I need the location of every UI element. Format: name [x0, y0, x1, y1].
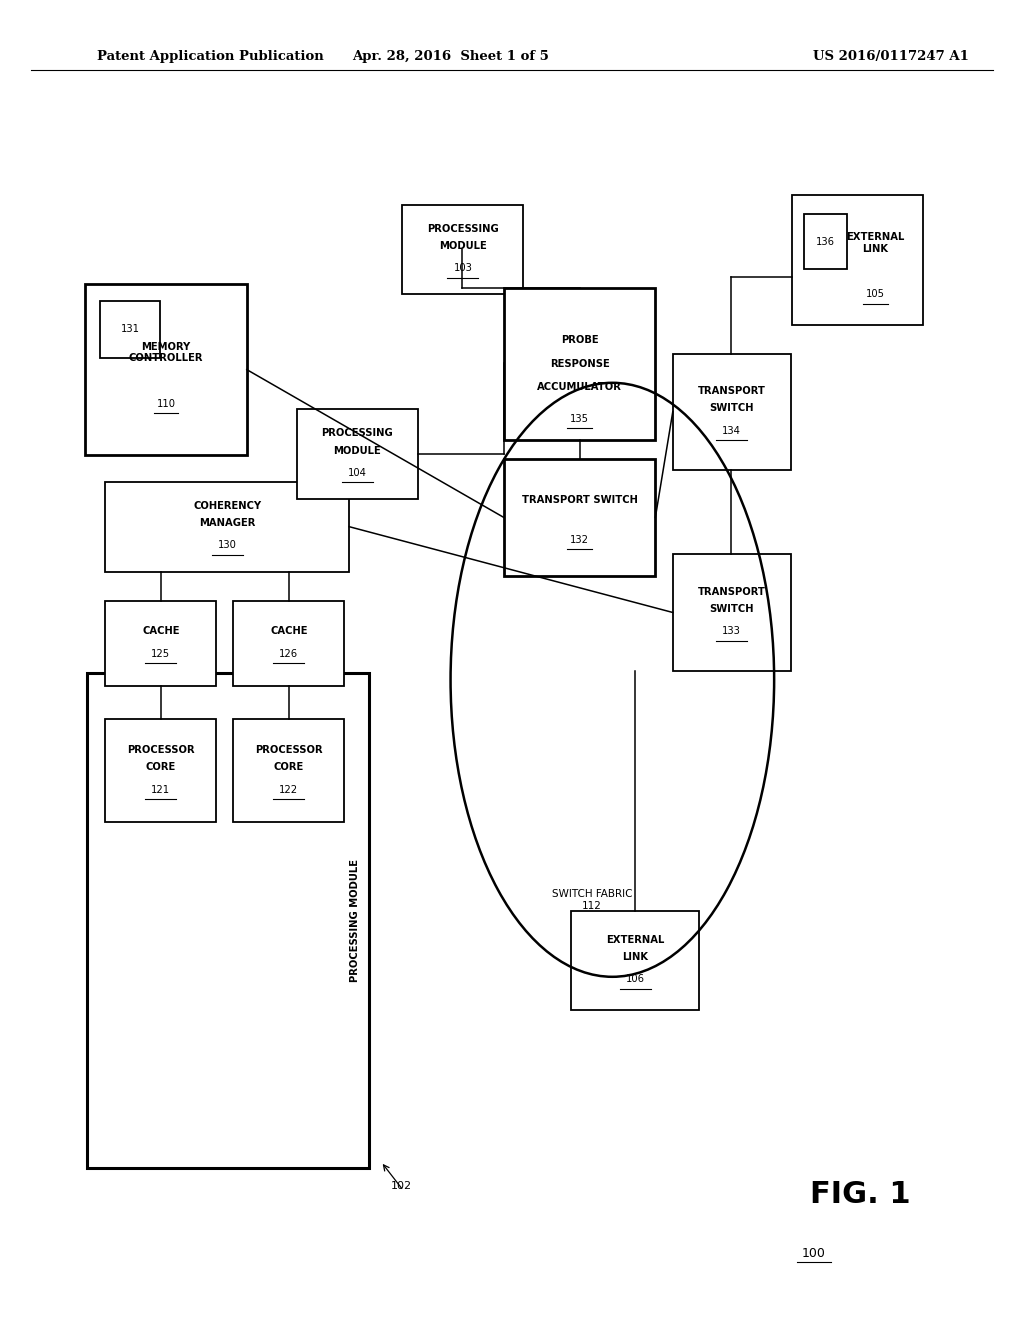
Text: EXTERNAL
LINK: EXTERNAL LINK	[846, 232, 905, 253]
Bar	[804, 214, 847, 269]
Bar	[297, 409, 418, 499]
Bar	[105, 482, 349, 572]
Bar	[504, 288, 655, 440]
Text: 131: 131	[121, 325, 139, 334]
Text: PROCESSING: PROCESSING	[427, 224, 499, 234]
Text: 133: 133	[722, 626, 741, 636]
Text: 121: 121	[152, 784, 170, 795]
Text: 104: 104	[348, 467, 367, 478]
Bar	[100, 301, 160, 358]
Text: 106: 106	[626, 974, 645, 983]
Text: PROCESSOR: PROCESSOR	[127, 746, 195, 755]
Text: Patent Application Publication: Patent Application Publication	[97, 50, 324, 63]
Text: MEMORY
CONTROLLER: MEMORY CONTROLLER	[129, 342, 203, 363]
Text: Apr. 28, 2016  Sheet 1 of 5: Apr. 28, 2016 Sheet 1 of 5	[352, 50, 549, 63]
Text: CACHE: CACHE	[142, 627, 179, 636]
Text: MODULE: MODULE	[334, 446, 381, 455]
Bar	[571, 911, 699, 1010]
Text: TRANSPORT: TRANSPORT	[697, 387, 766, 396]
Text: FIG. 1: FIG. 1	[810, 1180, 910, 1209]
Text: TRANSPORT: TRANSPORT	[697, 587, 766, 597]
Text: 135: 135	[570, 414, 589, 424]
Text: 132: 132	[570, 535, 589, 545]
Bar	[105, 601, 216, 686]
Bar	[504, 459, 655, 576]
Text: 105: 105	[866, 289, 885, 300]
Text: RESPONSE: RESPONSE	[550, 359, 609, 368]
Bar	[85, 284, 247, 455]
Text: PROCESSOR: PROCESSOR	[255, 746, 323, 755]
Text: US 2016/0117247 A1: US 2016/0117247 A1	[813, 50, 969, 63]
Text: 134: 134	[722, 425, 741, 436]
Text: 100: 100	[802, 1247, 826, 1261]
Bar	[87, 673, 369, 1168]
Text: CACHE: CACHE	[270, 627, 307, 636]
Text: CORE: CORE	[273, 763, 304, 772]
Text: SWITCH: SWITCH	[710, 404, 754, 413]
Text: MANAGER: MANAGER	[199, 519, 256, 528]
Text: MODULE: MODULE	[439, 242, 486, 251]
Bar	[233, 719, 344, 822]
Text: ACCUMULATOR: ACCUMULATOR	[538, 383, 622, 392]
Text: 103: 103	[454, 263, 472, 273]
Bar	[105, 719, 216, 822]
Bar	[233, 601, 344, 686]
Text: COHERENCY: COHERENCY	[194, 502, 261, 511]
Text: 136: 136	[816, 236, 835, 247]
Text: 110: 110	[157, 399, 175, 409]
Text: 130: 130	[218, 540, 237, 550]
Text: EXTERNAL: EXTERNAL	[606, 935, 665, 945]
Text: 126: 126	[280, 648, 298, 659]
Text: PROCESSING: PROCESSING	[322, 429, 393, 438]
Text: TRANSPORT SWITCH: TRANSPORT SWITCH	[521, 495, 638, 506]
Text: SWITCH FABRIC
112: SWITCH FABRIC 112	[552, 890, 632, 911]
Bar	[402, 205, 523, 294]
Text: 125: 125	[152, 648, 170, 659]
Text: CORE: CORE	[145, 763, 176, 772]
Bar	[792, 195, 923, 325]
Bar	[673, 354, 791, 470]
Text: PROBE: PROBE	[561, 335, 598, 345]
Text: 122: 122	[280, 784, 298, 795]
Text: PROCESSING MODULE: PROCESSING MODULE	[350, 859, 360, 982]
Text: LINK: LINK	[623, 952, 648, 962]
Text: SWITCH: SWITCH	[710, 605, 754, 614]
Text: 102: 102	[391, 1181, 413, 1192]
Bar	[673, 554, 791, 671]
